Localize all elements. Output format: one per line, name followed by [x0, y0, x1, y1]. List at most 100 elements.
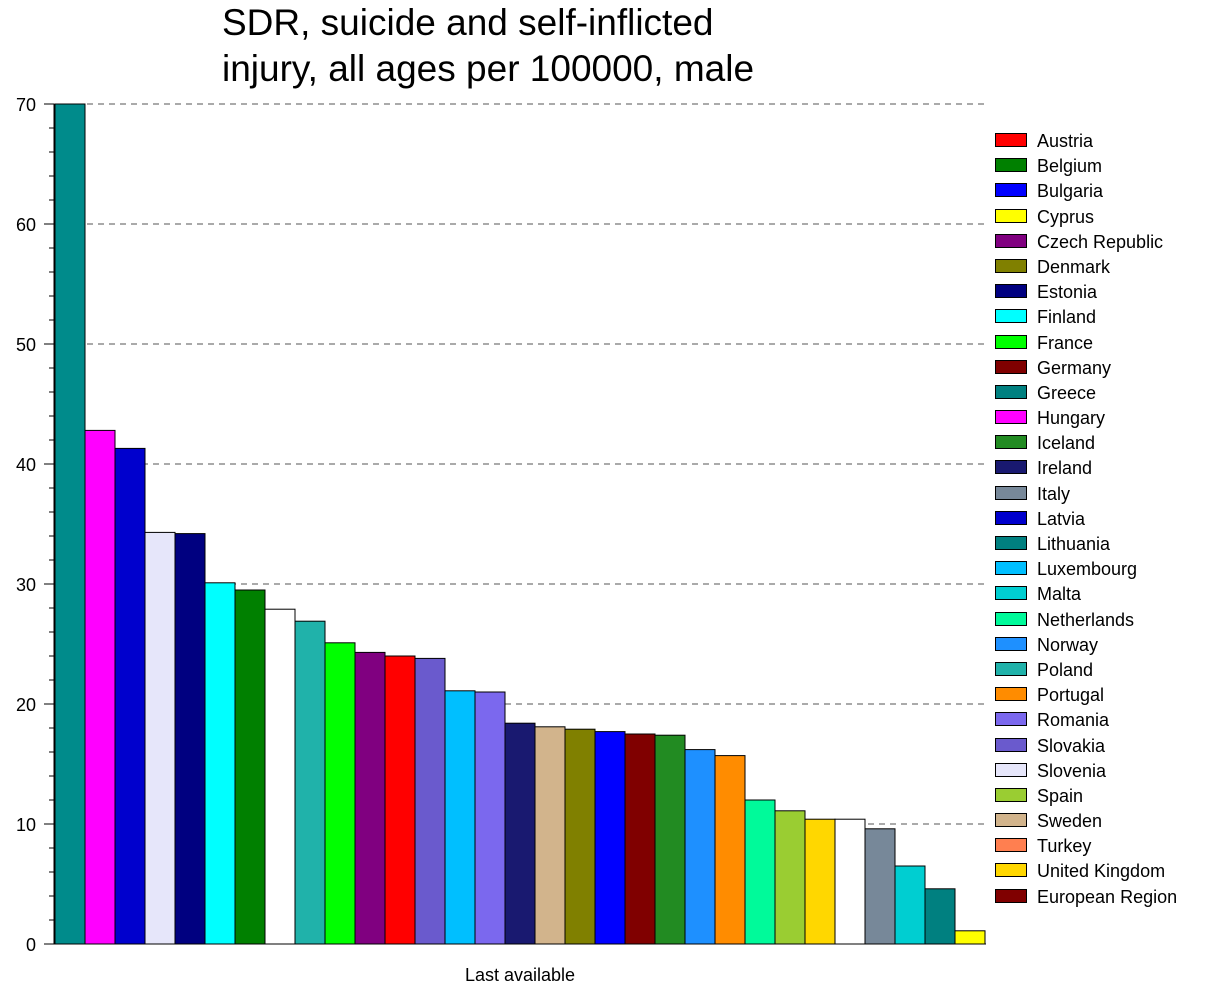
legend-label: Turkey [1037, 836, 1092, 857]
legend-label: Slovakia [1037, 735, 1106, 756]
y-tick-label: 0 [26, 935, 36, 955]
bar [354, 651, 386, 945]
bar [414, 657, 446, 945]
legend-label: Belgium [1037, 156, 1103, 177]
legend-swatch [995, 863, 1027, 878]
bar [564, 728, 596, 945]
legend-label: European Region [1037, 886, 1178, 907]
legend-swatch [995, 838, 1027, 853]
legend-label: Lithuania [1037, 534, 1111, 554]
legend-label: Czech Republic [1037, 231, 1164, 252]
legend-label: United Kingdom [1037, 861, 1166, 882]
legend-swatch [995, 460, 1027, 475]
bar [504, 722, 536, 945]
legend-swatch [995, 813, 1027, 828]
legend-label: Austria [1037, 131, 1094, 151]
legend-swatch [995, 888, 1027, 903]
legend-label: Hungary [1037, 408, 1106, 429]
y-tick-label: 50 [16, 335, 36, 355]
legend-swatch [995, 586, 1027, 601]
legend-swatch [995, 536, 1027, 550]
legend-swatch [995, 208, 1027, 223]
bar [204, 582, 236, 945]
bar [654, 734, 686, 945]
legend-label: Malta [1037, 584, 1082, 605]
legend-label: Slovenia [1037, 760, 1107, 781]
legend-swatch [995, 611, 1027, 626]
legend-swatch [995, 737, 1027, 752]
bar [144, 531, 176, 945]
legend-label: Ireland [1037, 458, 1093, 479]
bar [84, 429, 116, 945]
y-tick-label: 70 [16, 95, 36, 115]
legend-swatch [995, 410, 1027, 425]
legend-swatch [995, 334, 1027, 349]
legend-swatch [995, 183, 1027, 198]
legend-label: France [1037, 332, 1094, 353]
bar [834, 818, 866, 945]
legend-label: Portugal [1037, 685, 1105, 706]
legend-swatch [995, 787, 1027, 802]
legend-swatch [995, 384, 1027, 399]
legend-label: Estonia [1037, 282, 1098, 303]
legend-label: Norway [1037, 634, 1099, 655]
legend-label: Italy [1037, 483, 1071, 504]
bar [804, 818, 836, 945]
legend-label: Denmark [1037, 256, 1111, 277]
legend-swatch [995, 309, 1027, 324]
bar [624, 733, 656, 945]
chart-title-line-1: SDR, suicide and self-inflicted [222, 2, 714, 43]
legend-swatch [995, 258, 1027, 273]
bar [174, 533, 206, 945]
bar [444, 690, 476, 945]
legend-label: Finland [1037, 307, 1097, 328]
y-tick-label: 40 [16, 455, 36, 475]
legend-label: Latvia [1037, 508, 1086, 529]
legend-label: Luxembourg [1037, 559, 1138, 580]
bar [384, 655, 416, 945]
legend-swatch [995, 561, 1027, 576]
legend-label: Spain [1037, 785, 1084, 806]
legend-swatch [995, 435, 1027, 450]
legend-label: Cyprus [1037, 206, 1095, 227]
legend-swatch [995, 485, 1027, 500]
bar [324, 642, 356, 945]
legend-label: Germany [1037, 357, 1112, 378]
bar [714, 755, 746, 945]
bar [744, 799, 776, 945]
bar [774, 810, 806, 945]
bar [864, 828, 896, 945]
legend-label: Bulgaria [1037, 181, 1104, 202]
legend-swatch [995, 233, 1027, 248]
legend-label: Iceland [1037, 433, 1096, 454]
bar [114, 447, 146, 945]
bar [684, 749, 716, 945]
legend-label: Poland [1037, 659, 1094, 680]
legend-swatch [995, 762, 1027, 777]
legend-label: Romania [1037, 710, 1110, 731]
bar [534, 726, 566, 945]
bar [294, 620, 326, 945]
x-axis-label: Last available [465, 965, 575, 985]
legend-label: Greece [1037, 382, 1097, 403]
legend-swatch [995, 510, 1027, 525]
legend-swatch [995, 712, 1027, 727]
y-tick-label: 10 [16, 815, 36, 835]
legend-label: Netherlands [1037, 609, 1135, 630]
legend-swatch [995, 158, 1027, 173]
legend-swatch [995, 687, 1027, 702]
legend-swatch [995, 359, 1027, 374]
bar [894, 865, 926, 945]
y-tick-label: 20 [16, 695, 36, 715]
bar [924, 888, 956, 945]
legend-swatch [995, 284, 1027, 299]
legend-swatch [995, 133, 1027, 147]
bar [474, 691, 506, 945]
bar [234, 589, 266, 945]
legend-label: Sweden [1037, 811, 1103, 832]
chart-title-line-2: injury, all ages per 100000, male [222, 48, 755, 89]
legend-swatch [995, 661, 1027, 676]
legend-swatch [995, 636, 1027, 651]
bar [594, 731, 626, 945]
